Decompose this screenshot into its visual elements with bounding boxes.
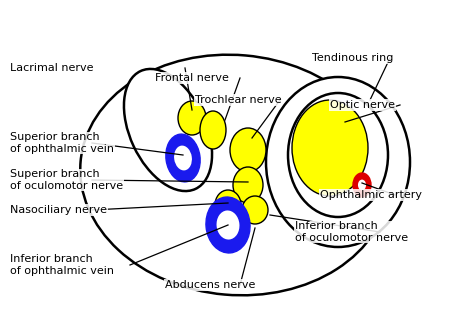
Text: Inferior branch
of oculomotor nerve: Inferior branch of oculomotor nerve xyxy=(295,221,408,243)
Ellipse shape xyxy=(242,196,268,224)
Text: Superior branch
of ophthalmic vein: Superior branch of ophthalmic vein xyxy=(10,132,114,154)
Text: Inferior branch
of ophthalmic vein: Inferior branch of ophthalmic vein xyxy=(10,254,114,276)
Ellipse shape xyxy=(166,134,200,182)
Ellipse shape xyxy=(266,77,410,247)
Ellipse shape xyxy=(358,180,366,190)
Text: Frontal nerve: Frontal nerve xyxy=(155,73,229,83)
Ellipse shape xyxy=(353,173,371,197)
Text: Ophthalmic artery: Ophthalmic artery xyxy=(320,190,422,200)
Ellipse shape xyxy=(124,69,212,191)
Text: Lacrimal nerve: Lacrimal nerve xyxy=(10,63,93,73)
Ellipse shape xyxy=(230,128,266,172)
Ellipse shape xyxy=(292,100,368,196)
Text: Superior branch
of oculomotor nerve: Superior branch of oculomotor nerve xyxy=(10,169,123,191)
Ellipse shape xyxy=(233,167,263,203)
Ellipse shape xyxy=(174,146,192,170)
Text: Trochlear nerve: Trochlear nerve xyxy=(195,95,282,105)
Ellipse shape xyxy=(80,55,390,295)
Text: Abducens nerve: Abducens nerve xyxy=(165,280,255,290)
Text: Optic nerve: Optic nerve xyxy=(330,100,395,110)
Ellipse shape xyxy=(215,190,241,220)
Text: Tendinous ring: Tendinous ring xyxy=(312,53,393,63)
Ellipse shape xyxy=(178,101,206,135)
Ellipse shape xyxy=(217,211,239,239)
Ellipse shape xyxy=(206,197,250,253)
Ellipse shape xyxy=(200,111,226,149)
Text: Nasociliary nerve: Nasociliary nerve xyxy=(10,205,107,215)
